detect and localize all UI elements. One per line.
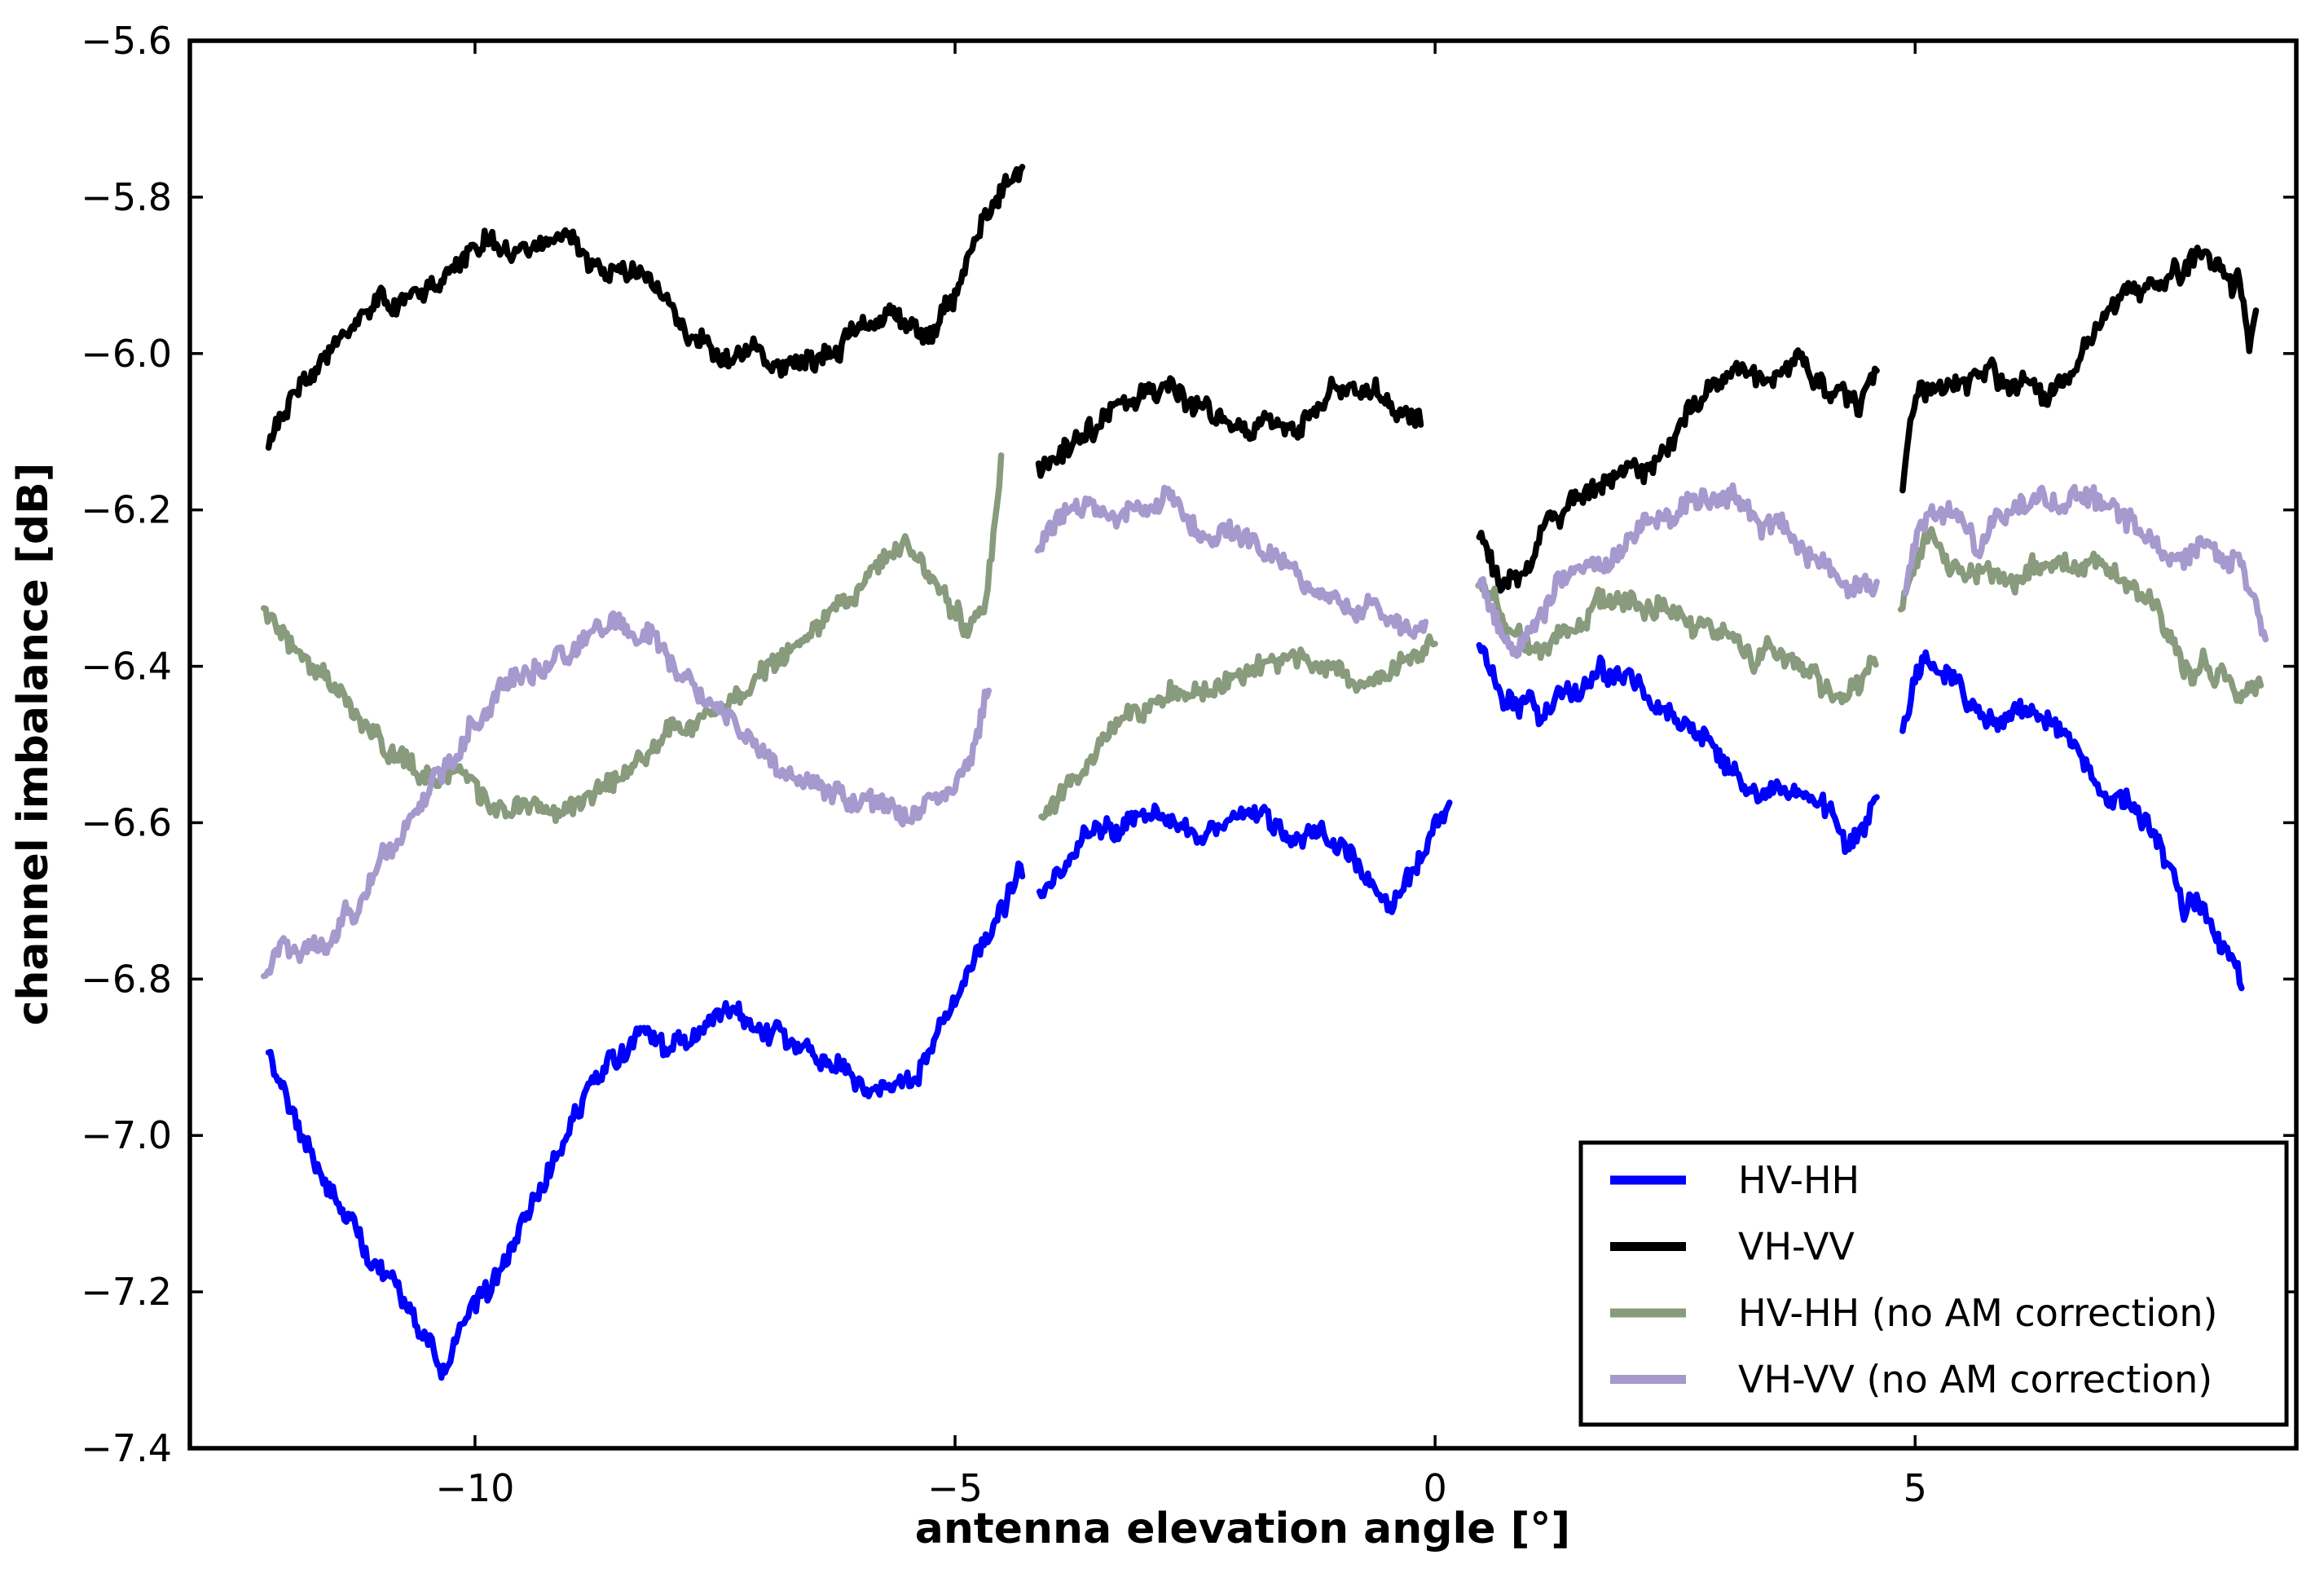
y-tick-label: −6.4 bbox=[81, 645, 172, 689]
y-tick-label: −6.8 bbox=[81, 957, 172, 1001]
y-tick-label: −5.6 bbox=[81, 19, 172, 63]
y-tick-label: −6.2 bbox=[81, 488, 172, 532]
y-tick-label: −7.4 bbox=[81, 1426, 172, 1470]
series-lines bbox=[260, 164, 2269, 1381]
series-line-vh-vv bbox=[265, 164, 2260, 594]
x-axis-label: antenna elevation angle [°] bbox=[915, 1504, 1570, 1553]
y-tick-label: −7.2 bbox=[81, 1270, 172, 1314]
y-tick-label: −7.0 bbox=[81, 1113, 172, 1157]
legend: HV-HH VH-VV HV-HH (no AM correction) VH-VV … bbox=[1578, 1140, 2289, 1427]
y-tick-label: −5.8 bbox=[81, 175, 172, 219]
y-axis-label: channel imbalance [dB] bbox=[9, 462, 58, 1025]
x-tick-label: 5 bbox=[1904, 1466, 1927, 1510]
legend-item-label: HV-HH bbox=[1738, 1158, 1860, 1202]
y-tick-label: −6.0 bbox=[81, 332, 172, 376]
legend-item-label: VH-VV (no AM correction) bbox=[1738, 1358, 2212, 1402]
axis-tick-labels: −5.6 −5.8 −6.0 −6.2 −6.4 −6.6 −6.8 −7.0 −7.2 −7.4… bbox=[81, 19, 1927, 1510]
y-tick-label: −6.6 bbox=[81, 800, 172, 844]
x-tick-label: 0 bbox=[1424, 1466, 1447, 1510]
x-tick-label: −5 bbox=[927, 1466, 983, 1510]
legend-item-label: VH-VV bbox=[1738, 1225, 1855, 1269]
series-line-vh-vv-no-am-correction- bbox=[260, 482, 2269, 980]
plot-area-frame bbox=[187, 38, 2299, 1451]
x-tick-label: −10 bbox=[435, 1466, 514, 1510]
legend-box bbox=[1578, 1140, 2289, 1427]
series-line-hv-hh bbox=[265, 641, 2245, 1381]
series-line-hv-hh-no-am-correction- bbox=[260, 452, 2265, 825]
legend-item-label: HV-HH (no AM correction) bbox=[1738, 1291, 2218, 1335]
